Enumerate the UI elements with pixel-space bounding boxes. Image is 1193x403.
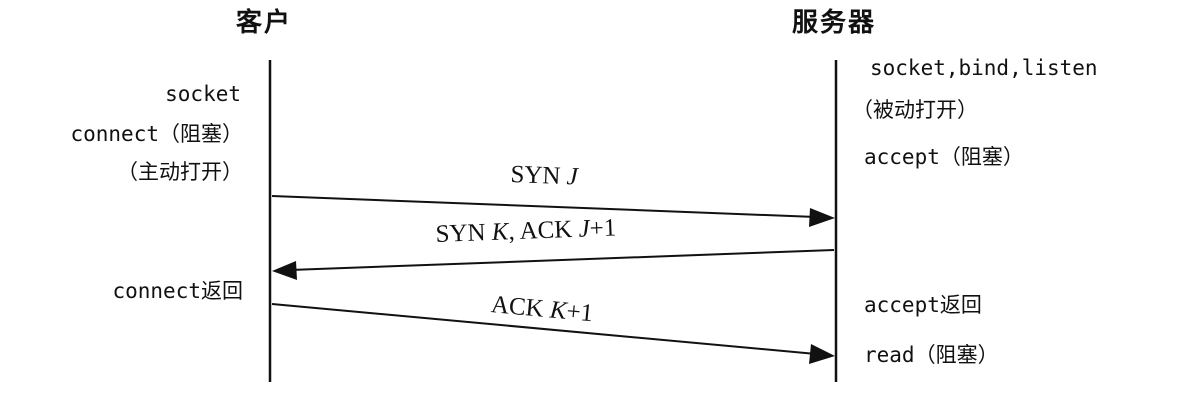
client-title: 客户 [236,8,293,38]
syn-arrow-head [809,208,835,227]
server-accept-block-label: accept（阻塞） [864,145,1024,169]
syn-arrow-line [271,195,817,218]
synack-arrow-line [289,249,835,271]
server-socket-bind-listen-label: socket,bind,listen [870,56,1098,80]
synack-arrow-head [272,261,297,280]
ack-arrow-head [809,344,835,364]
client-socket-label: socket [165,82,241,106]
server-accept-return-label: accept返回 [864,293,982,317]
client-active-open-label: （主动打开） [117,160,243,184]
syn-message-label: SYN J [509,161,579,191]
client-connect-return-label: connect返回 [112,279,243,303]
server-passive-open-label: （被动打开） [852,98,978,122]
ack-arrow-line [271,303,817,355]
client-connect-block-label: connect（阻塞） [70,122,243,146]
synack-message-label: SYN K, ACK J+1 [435,214,617,248]
server-read-block-label: read（阻塞） [864,343,999,367]
server-title: 服务器 [792,8,877,38]
